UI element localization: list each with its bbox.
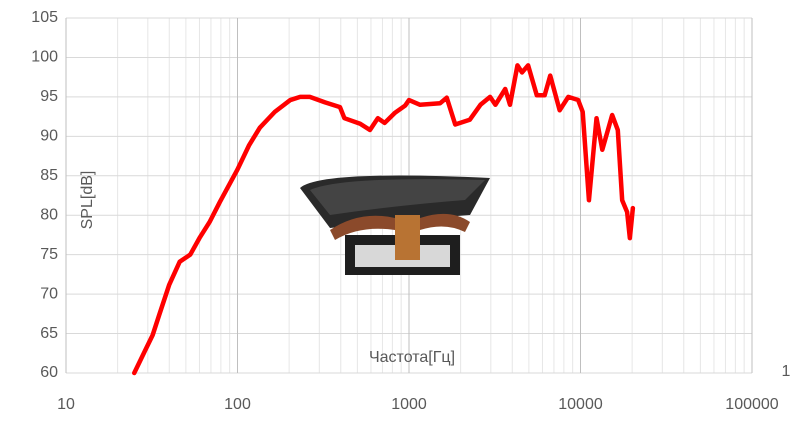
- y-tick-label: 95: [40, 88, 58, 105]
- y-tick-label: 80: [40, 206, 58, 223]
- y-tick-label: 70: [40, 285, 58, 302]
- y-tick-label: 75: [40, 246, 58, 263]
- y-axis-title: SPL[dB]: [79, 171, 96, 230]
- y-tick-label: 100: [31, 49, 58, 66]
- y-tick-label: 90: [40, 128, 58, 145]
- x-tick-label: 100000: [725, 396, 778, 413]
- x-axis-title: Частота[Гц]: [369, 349, 455, 366]
- series-line: [131, 63, 636, 376]
- x-tick-label: 100: [224, 396, 251, 413]
- x-tick-label: 10000: [558, 396, 603, 413]
- x-tick-label: 1000: [391, 396, 427, 413]
- x-tick-label: 10: [57, 396, 75, 413]
- annotation: 1: [782, 363, 791, 380]
- y-tick-label: 105: [31, 9, 58, 26]
- speaker-image: [300, 175, 490, 275]
- y-tick-label: 60: [40, 364, 58, 381]
- y-tick-label: 65: [40, 325, 58, 342]
- y-tick-label: 85: [40, 167, 58, 184]
